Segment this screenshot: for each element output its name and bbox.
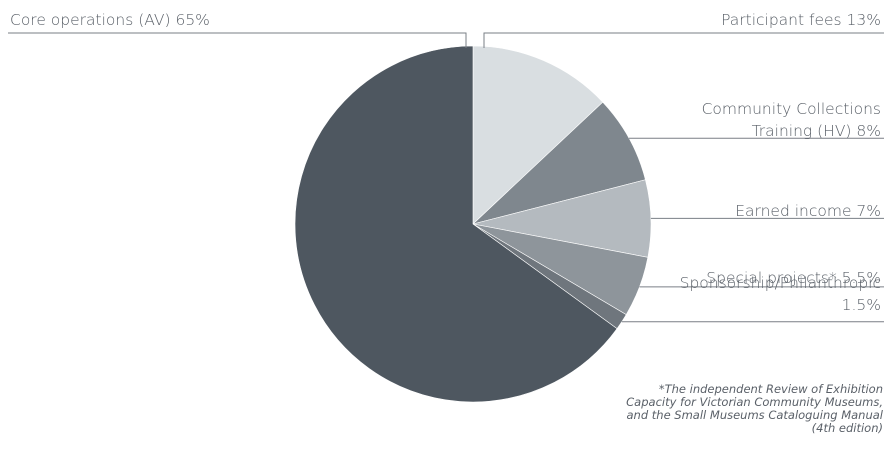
footnote-line-1: *The independent Review of Exhibition (659, 382, 883, 396)
pie-slice-community-collections-training-hv-8 (472, 101, 646, 225)
footnote-line-4: (4th edition) (812, 421, 883, 435)
label-special-projects: Special projects* 5.5% (706, 269, 881, 287)
label-sponsorship-line1: Sponsorship/Philanthropic (680, 274, 881, 292)
pie-slice-core-operations-av-65 (294, 45, 618, 403)
label-sponsorship-line2: 1.5% (842, 296, 881, 314)
leader-core-operations (8, 32, 467, 48)
pie-slices (294, 45, 652, 403)
label-community-collections-line2: Training (HV) 8% (752, 122, 881, 140)
footnote-line-3: and the Small Museums Cataloguing Manual (626, 408, 883, 422)
label-community-collections-line1: Community Collections (702, 100, 881, 118)
pie-slice-participant-fees-13 (472, 45, 604, 225)
label-core-operations: Core operations (AV) 65% (10, 11, 210, 29)
label-earned-income: Earned income 7% (735, 202, 881, 220)
leader-participant-fees (483, 32, 884, 48)
leader-lines (8, 32, 884, 323)
footnote-line-2: Capacity for Victorian Community Museums… (626, 395, 883, 409)
label-participant-fees: Participant fees 13% (721, 11, 881, 29)
